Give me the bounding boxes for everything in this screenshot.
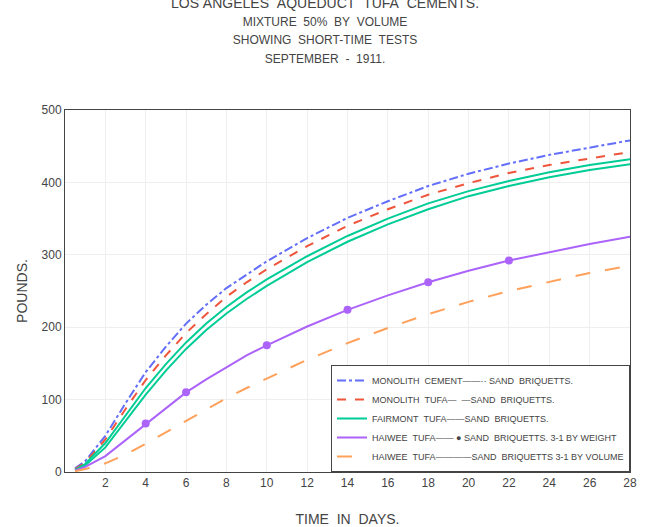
svg-text:POUNDS.: POUNDS. (14, 259, 30, 323)
svg-text:400: 400 (42, 176, 62, 190)
svg-text:LOS ANGELES AQUEDUCT TUFA C: LOS ANGELES AQUEDUCT TUFA CEMENTS.MIXTUR… (171, 0, 479, 66)
svg-text:8: 8 (223, 476, 230, 490)
svg-text:MONOLITH TUFA— —SAND BRIQUE: MONOLITH TUFA— —SAND BRIQUETTS. (372, 395, 555, 405)
svg-text:TIME IN DAYS.: TIME IN DAYS. (296, 511, 400, 527)
svg-text:22: 22 (502, 476, 516, 490)
svg-text:HAIWEE TUFA————SAND BRIQUETT: HAIWEE TUFA————SAND BRIQUETTS 3-1 BY VOL… (372, 452, 624, 462)
svg-text:2: 2 (102, 476, 109, 490)
svg-text:6: 6 (183, 476, 190, 490)
svg-text:300: 300 (42, 248, 62, 262)
svg-text:16: 16 (381, 476, 395, 490)
svg-text:FAIRMONT TUFA——SAND BRIQUETT: FAIRMONT TUFA——SAND BRIQUETTS. (372, 414, 549, 424)
svg-text:4: 4 (142, 476, 149, 490)
svg-text:14: 14 (341, 476, 355, 490)
svg-text:500: 500 (42, 103, 62, 117)
svg-text:HAIWEE TUFA—— ● SAND BRIQUET: HAIWEE TUFA—— ● SAND BRIQUETTS. 3-1 BY W… (372, 433, 617, 443)
svg-text:10: 10 (260, 476, 274, 490)
svg-text:28: 28 (623, 476, 637, 490)
svg-text:26: 26 (583, 476, 597, 490)
svg-text:0: 0 (55, 465, 62, 479)
svg-text:200: 200 (42, 320, 62, 334)
svg-text:MONOLITH CEMENT——·· SAND BRI: MONOLITH CEMENT——·· SAND BRIQUETTS. (372, 376, 573, 386)
svg-text:12: 12 (300, 476, 314, 490)
svg-text:18: 18 (422, 476, 436, 490)
svg-text:20: 20 (462, 476, 476, 490)
svg-text:24: 24 (543, 476, 557, 490)
svg-text:100: 100 (42, 393, 62, 407)
